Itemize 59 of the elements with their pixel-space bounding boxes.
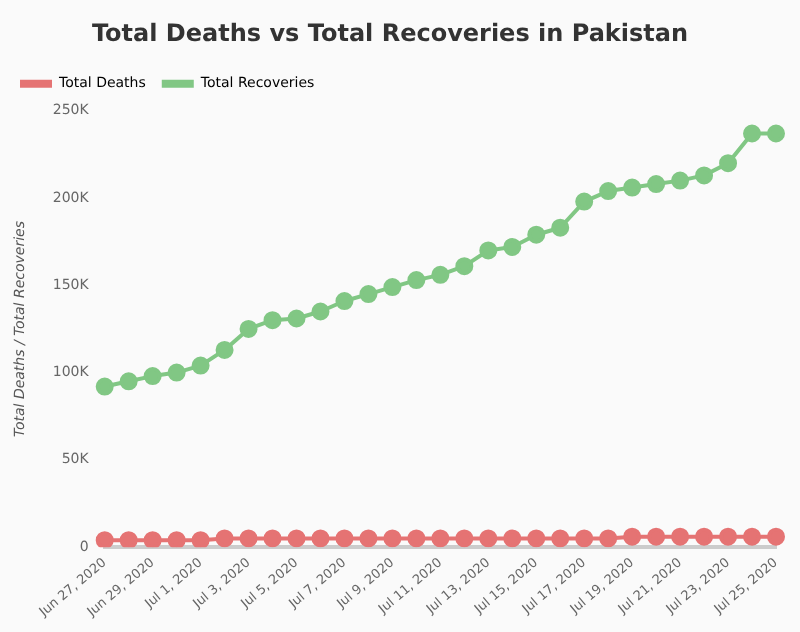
point — [215, 340, 234, 359]
point — [695, 527, 714, 546]
point — [695, 166, 714, 185]
point — [407, 529, 426, 548]
point — [503, 529, 522, 548]
point — [431, 529, 450, 548]
point — [407, 271, 426, 290]
point — [143, 367, 162, 386]
point — [671, 171, 690, 190]
point — [575, 192, 594, 211]
point — [215, 529, 234, 548]
point — [191, 531, 210, 548]
point — [575, 529, 594, 548]
point — [479, 241, 498, 260]
point — [551, 529, 570, 548]
point — [167, 363, 186, 382]
point — [239, 529, 258, 548]
point — [431, 265, 450, 284]
point — [383, 529, 402, 548]
chart-title: Total Deaths vs Total Recoveries in Pakistan — [91, 18, 689, 47]
point — [359, 285, 378, 304]
point — [599, 529, 618, 548]
point — [767, 124, 785, 143]
point — [767, 527, 785, 546]
point — [743, 124, 762, 143]
point — [359, 529, 378, 548]
point — [455, 257, 474, 276]
point — [335, 292, 354, 311]
point — [167, 531, 186, 548]
point — [311, 302, 330, 321]
point — [119, 372, 138, 391]
point — [599, 182, 618, 201]
point — [503, 237, 522, 256]
point — [311, 529, 330, 548]
point — [287, 529, 306, 548]
point — [455, 529, 474, 548]
point — [719, 154, 738, 173]
point — [743, 527, 762, 546]
point — [647, 175, 666, 194]
point — [239, 319, 258, 338]
point — [551, 218, 570, 237]
point — [719, 527, 738, 546]
point — [527, 225, 546, 244]
point — [647, 527, 666, 546]
point — [95, 377, 114, 396]
point — [143, 531, 162, 548]
point — [623, 178, 642, 197]
point — [671, 527, 690, 546]
point — [623, 527, 642, 546]
point — [263, 311, 282, 330]
point — [335, 529, 354, 548]
point — [287, 309, 306, 328]
point — [95, 531, 114, 548]
point — [263, 529, 282, 548]
point — [119, 531, 138, 548]
point — [383, 278, 402, 297]
point — [527, 529, 546, 548]
point — [191, 356, 210, 375]
point — [479, 529, 498, 548]
